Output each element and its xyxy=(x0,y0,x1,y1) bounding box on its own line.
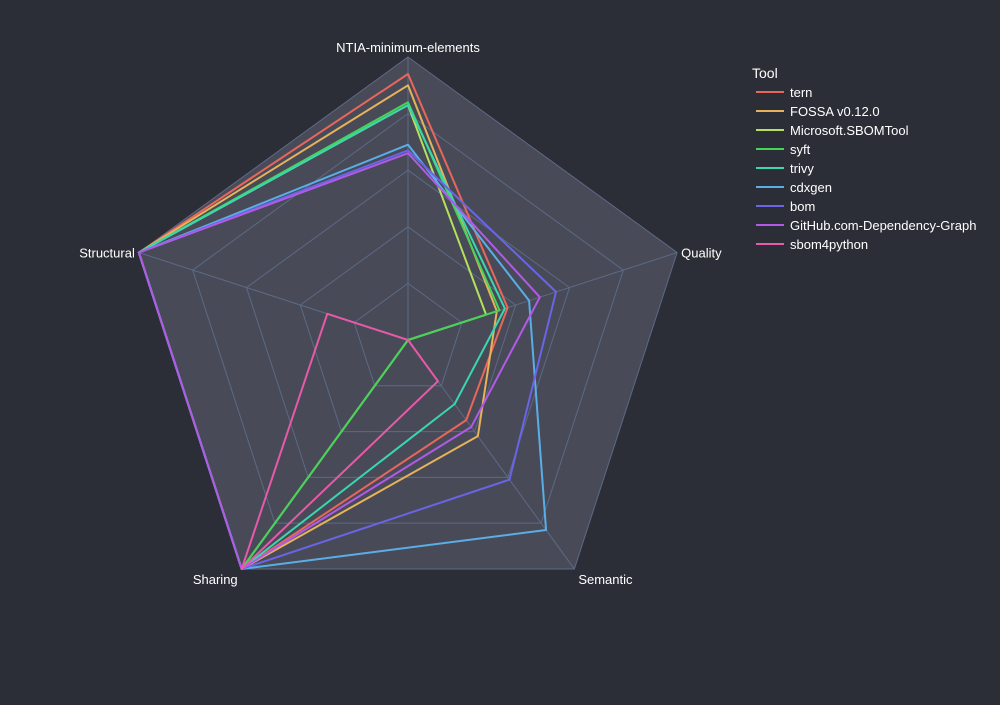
legend-item[interactable]: syft xyxy=(756,142,811,157)
series-line xyxy=(137,152,541,570)
legend-item[interactable]: bom xyxy=(756,199,815,214)
legend-label: syft xyxy=(790,142,811,157)
legend-item[interactable]: FOSSA v0.12.0 xyxy=(756,104,880,119)
legend-label: GitHub.com-Dependency-Graph xyxy=(790,218,976,233)
axis-label: Sharing xyxy=(193,572,238,587)
legend: Tool tern FOSSA v0.12.0 Microsoft.SBOMTool… xyxy=(752,65,976,252)
axis-label: Structural xyxy=(79,246,135,261)
legend-item[interactable]: tern xyxy=(756,85,812,100)
legend-item[interactable]: trivy xyxy=(756,161,814,176)
legend-item[interactable]: Microsoft.SBOMTool xyxy=(756,123,909,138)
radar-grid-ring xyxy=(192,112,624,524)
legend-label: cdxgen xyxy=(790,180,832,195)
axis-label: Quality xyxy=(681,246,722,261)
radar-grid xyxy=(138,56,678,570)
axis-label: NTIA-minimum-elements xyxy=(336,40,480,55)
legend-label: tern xyxy=(790,85,812,100)
legend-label: FOSSA v0.12.0 xyxy=(790,104,880,119)
radar-grid-ring xyxy=(245,169,571,478)
legend-label: Microsoft.SBOMTool xyxy=(790,123,909,138)
legend-item[interactable]: GitHub.com-Dependency-Graph xyxy=(756,218,976,233)
series-line xyxy=(137,104,506,570)
legend-label: sbom4python xyxy=(790,237,868,252)
legend-label: trivy xyxy=(790,161,814,176)
series-line xyxy=(240,312,439,570)
axis-labels: NTIA-minimum-elements Quality Semantic Shar… xyxy=(79,40,722,587)
series-line xyxy=(137,72,509,570)
series-line xyxy=(137,84,498,570)
radar-series xyxy=(137,72,558,570)
axis-label: Semantic xyxy=(578,572,633,587)
legend-title: Tool xyxy=(752,65,778,81)
legend-item[interactable]: cdxgen xyxy=(756,180,832,195)
radar-grid-ring xyxy=(353,282,463,387)
legend-item[interactable]: sbom4python xyxy=(756,237,868,252)
legend-label: bom xyxy=(790,199,815,214)
